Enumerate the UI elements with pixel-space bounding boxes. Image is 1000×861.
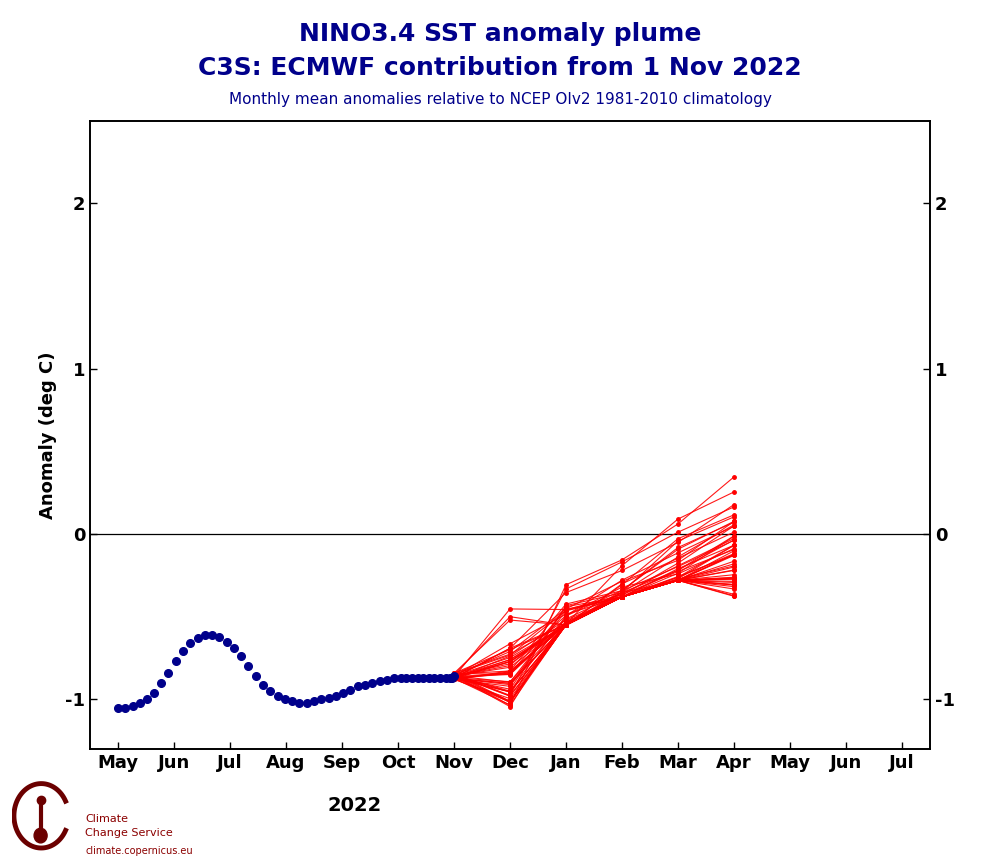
Text: NINO3.4 SST anomaly plume: NINO3.4 SST anomaly plume: [299, 22, 701, 46]
Y-axis label: Anomaly (deg C): Anomaly (deg C): [39, 351, 57, 518]
Circle shape: [34, 828, 47, 843]
Text: Climate: Climate: [85, 814, 128, 824]
Text: C3S: ECMWF contribution from 1 Nov 2022: C3S: ECMWF contribution from 1 Nov 2022: [198, 56, 802, 80]
Text: Change Service: Change Service: [85, 828, 173, 839]
Text: climate.copernicus.eu: climate.copernicus.eu: [85, 846, 193, 856]
Text: 2022: 2022: [328, 796, 382, 815]
Text: Monthly mean anomalies relative to NCEP OIv2 1981-2010 climatology: Monthly mean anomalies relative to NCEP …: [229, 92, 771, 107]
